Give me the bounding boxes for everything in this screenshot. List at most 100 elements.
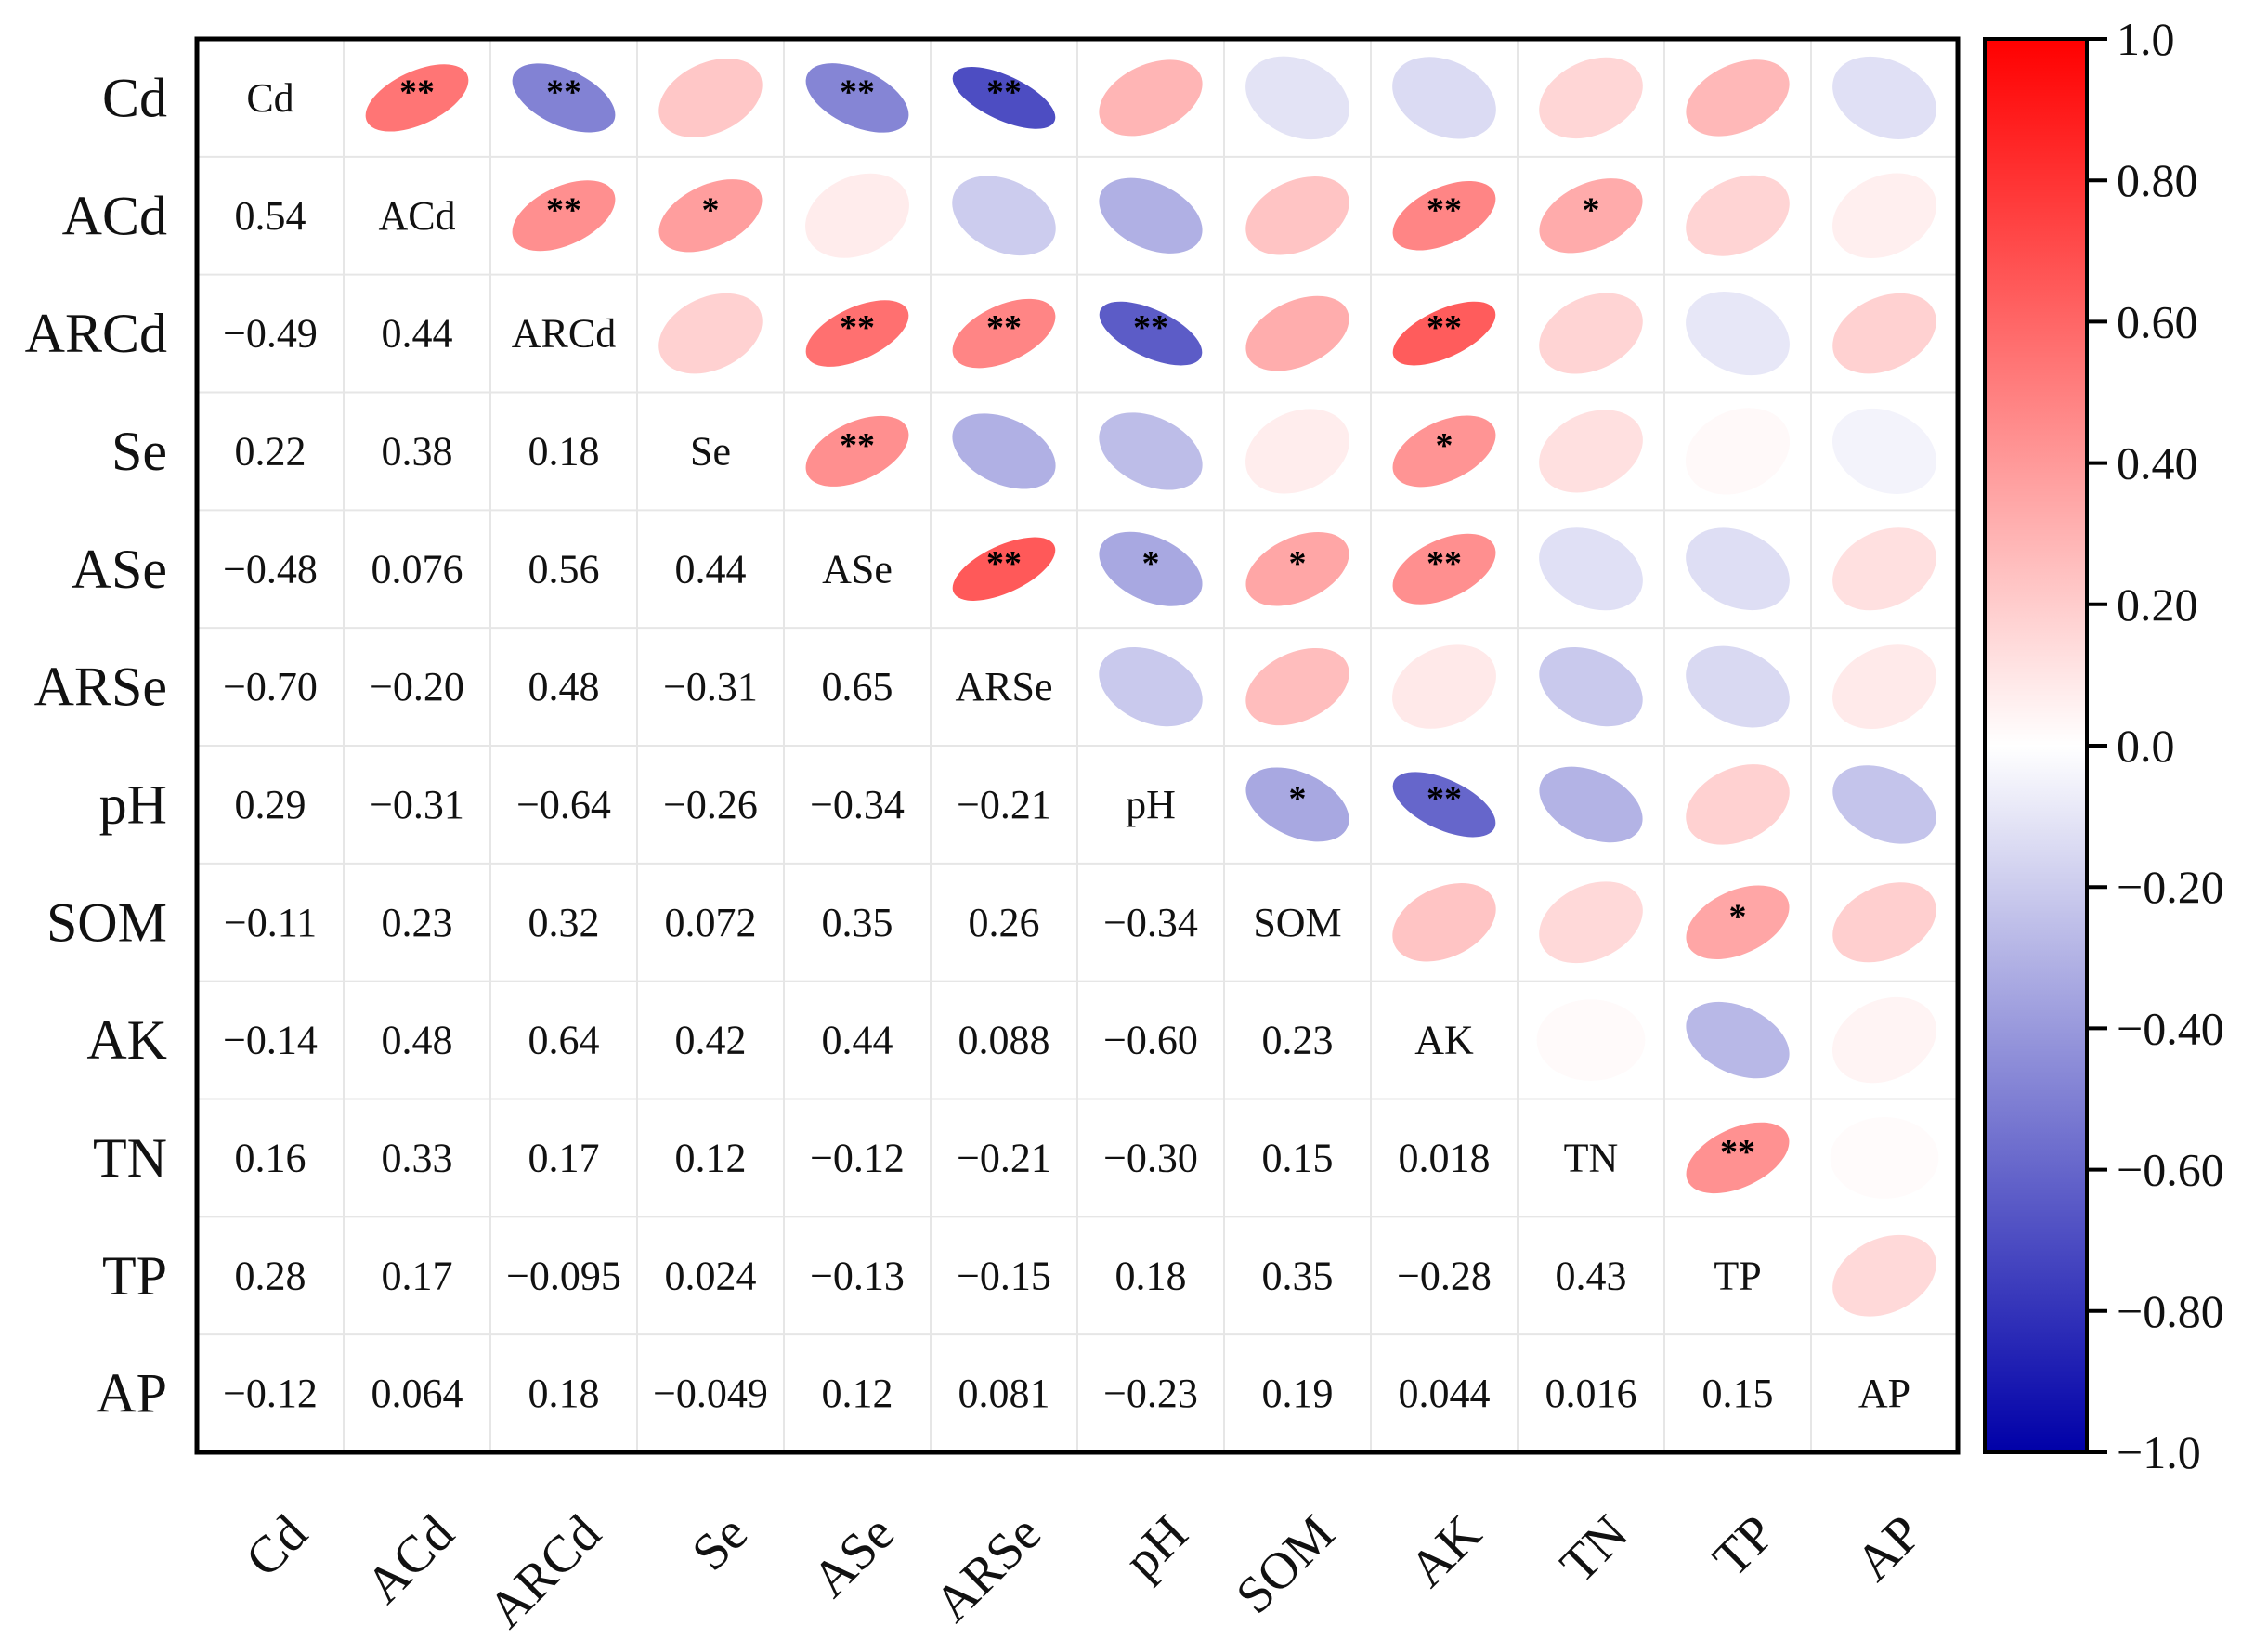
correlation-ellipse: [1392, 772, 1496, 838]
correlation-ellipse: [1832, 293, 1936, 374]
correlation-value: −0.28: [1397, 1253, 1492, 1298]
correlation-ellipse: [1245, 647, 1349, 726]
correlation-value: −0.26: [663, 782, 758, 827]
correlation-ellipse: [1832, 882, 1936, 963]
correlation-value: 0.64: [528, 1018, 600, 1063]
significance-marker: **: [840, 308, 875, 347]
row-label: ASe: [72, 539, 167, 600]
correlation-ellipse: [1539, 646, 1643, 727]
correlation-ellipse: [1686, 292, 1790, 376]
correlation-ellipse: [1832, 527, 1936, 611]
diagonal-label: AK: [1414, 1018, 1474, 1063]
correlation-value: −0.70: [223, 664, 318, 709]
significance-marker: **: [1427, 308, 1462, 347]
correlation-value: 0.064: [371, 1371, 463, 1416]
significance-marker: **: [546, 190, 581, 229]
correlation-value: −0.20: [370, 664, 464, 709]
correlation-value: 0.35: [822, 900, 893, 945]
colorbar-tick-label: 1.0: [2117, 13, 2175, 65]
correlation-ellipse: [1539, 881, 1643, 964]
correlation-value: −0.049: [653, 1371, 768, 1416]
correlation-ellipse: [512, 63, 616, 133]
significance-marker: **: [546, 72, 581, 111]
correlation-ellipse: [1832, 765, 1936, 844]
significance-marker: **: [840, 72, 875, 111]
correlation-ellipse: [1539, 293, 1643, 374]
row-label: ACd: [62, 185, 167, 246]
correlation-value: −0.48: [223, 546, 318, 592]
colorbar: 1.0 0.80 0.60 0.40 0.20 0.0 −0.20 −0.40 −0.60 −0.…: [1983, 13, 2224, 1478]
significance-marker: *: [1289, 779, 1307, 818]
colorbar-gradient: [1983, 37, 2089, 1454]
correlation-ellipse: [1539, 527, 1643, 611]
significance-marker: **: [1427, 544, 1462, 583]
correlation-value: −0.34: [810, 782, 905, 827]
upper-triangle-ellipses: ** ** ** **** * ** *** ** ** **** *** * * *** *****: [365, 56, 1939, 1317]
correlation-ellipse: [1392, 533, 1496, 605]
correlation-ellipse: [1686, 175, 1790, 256]
row-label: TP: [102, 1245, 167, 1307]
correlation-ellipse: [805, 415, 909, 487]
colorbar-tick-label: −1.0: [2117, 1426, 2201, 1478]
diagonal-label: TP: [1714, 1253, 1761, 1298]
correlation-value: −0.12: [810, 1135, 905, 1180]
significance-marker: **: [1427, 190, 1462, 229]
correlation-value: 0.23: [1262, 1018, 1334, 1063]
cell-grid: [197, 39, 1958, 1452]
correlation-value: 0.12: [675, 1135, 747, 1180]
correlation-value: −0.60: [1103, 1018, 1198, 1063]
correlation-value: 0.044: [1399, 1371, 1491, 1416]
correlation-value: −0.23: [1103, 1371, 1198, 1416]
correlation-ellipse: [1099, 301, 1203, 366]
correlation-ellipse: [1686, 885, 1790, 960]
correlation-ellipse: [1686, 645, 1790, 728]
correlation-value: 0.33: [382, 1135, 453, 1180]
correlation-value: 0.28: [235, 1253, 306, 1298]
significance-marker: *: [1142, 544, 1160, 583]
correlation-ellipse: [1392, 57, 1496, 139]
diagonal-label: SOM: [1253, 900, 1341, 945]
colorbar-tick-label: 0.40: [2117, 437, 2198, 489]
significance-marker: **: [840, 426, 875, 465]
correlation-value: 0.42: [675, 1018, 747, 1063]
correlation-value: 0.024: [665, 1253, 757, 1298]
correlation-value: −0.15: [957, 1253, 1051, 1298]
correlation-ellipse: [1392, 644, 1496, 729]
correlation-value: −0.21: [957, 1135, 1051, 1180]
correlation-ellipse: [1539, 57, 1643, 139]
correlation-value: 0.44: [675, 546, 747, 592]
correlation-value: 0.29: [235, 782, 306, 827]
correlation-value: −0.095: [506, 1253, 621, 1298]
correlation-value: 0.56: [528, 546, 600, 592]
correlation-value: −0.12: [223, 1371, 318, 1416]
correlation-value: −0.64: [516, 782, 611, 827]
row-label: ARCd: [25, 303, 167, 364]
correlation-value: 0.44: [382, 311, 453, 357]
matrix-frame: [194, 36, 1961, 1455]
correlation-ellipse: [1686, 59, 1790, 137]
diagonal-label: ASe: [822, 546, 893, 592]
significance-marker: **: [1427, 779, 1462, 818]
correlation-ellipse: [1686, 1001, 1790, 1079]
correlation-ellipse: [1539, 766, 1643, 843]
correlation-value: −0.49: [223, 311, 318, 357]
correlation-ellipse: [1686, 1122, 1790, 1194]
correlation-value: 0.26: [969, 900, 1040, 945]
correlation-ellipse: [1832, 644, 1936, 729]
correlation-value: 0.43: [1556, 1253, 1627, 1298]
correlation-ellipse: [365, 64, 469, 132]
colorbar-tick-label: 0.60: [2117, 295, 2198, 347]
row-label: pH: [99, 774, 167, 835]
correlation-ellipse: [1686, 527, 1790, 611]
correlation-ellipse: [952, 67, 1056, 129]
correlation-value: −0.11: [224, 900, 317, 945]
correlation-ellipse: [1392, 180, 1496, 251]
significance-marker: *: [1436, 426, 1453, 465]
row-label: TN: [93, 1127, 167, 1189]
correlation-ellipse: [1832, 56, 1936, 139]
correlation-value: −0.31: [370, 782, 464, 827]
significance-marker: **: [986, 544, 1022, 583]
correlation-ellipse: [658, 293, 763, 374]
significance-marker: *: [1289, 544, 1307, 583]
correlation-value: 0.18: [528, 428, 600, 474]
